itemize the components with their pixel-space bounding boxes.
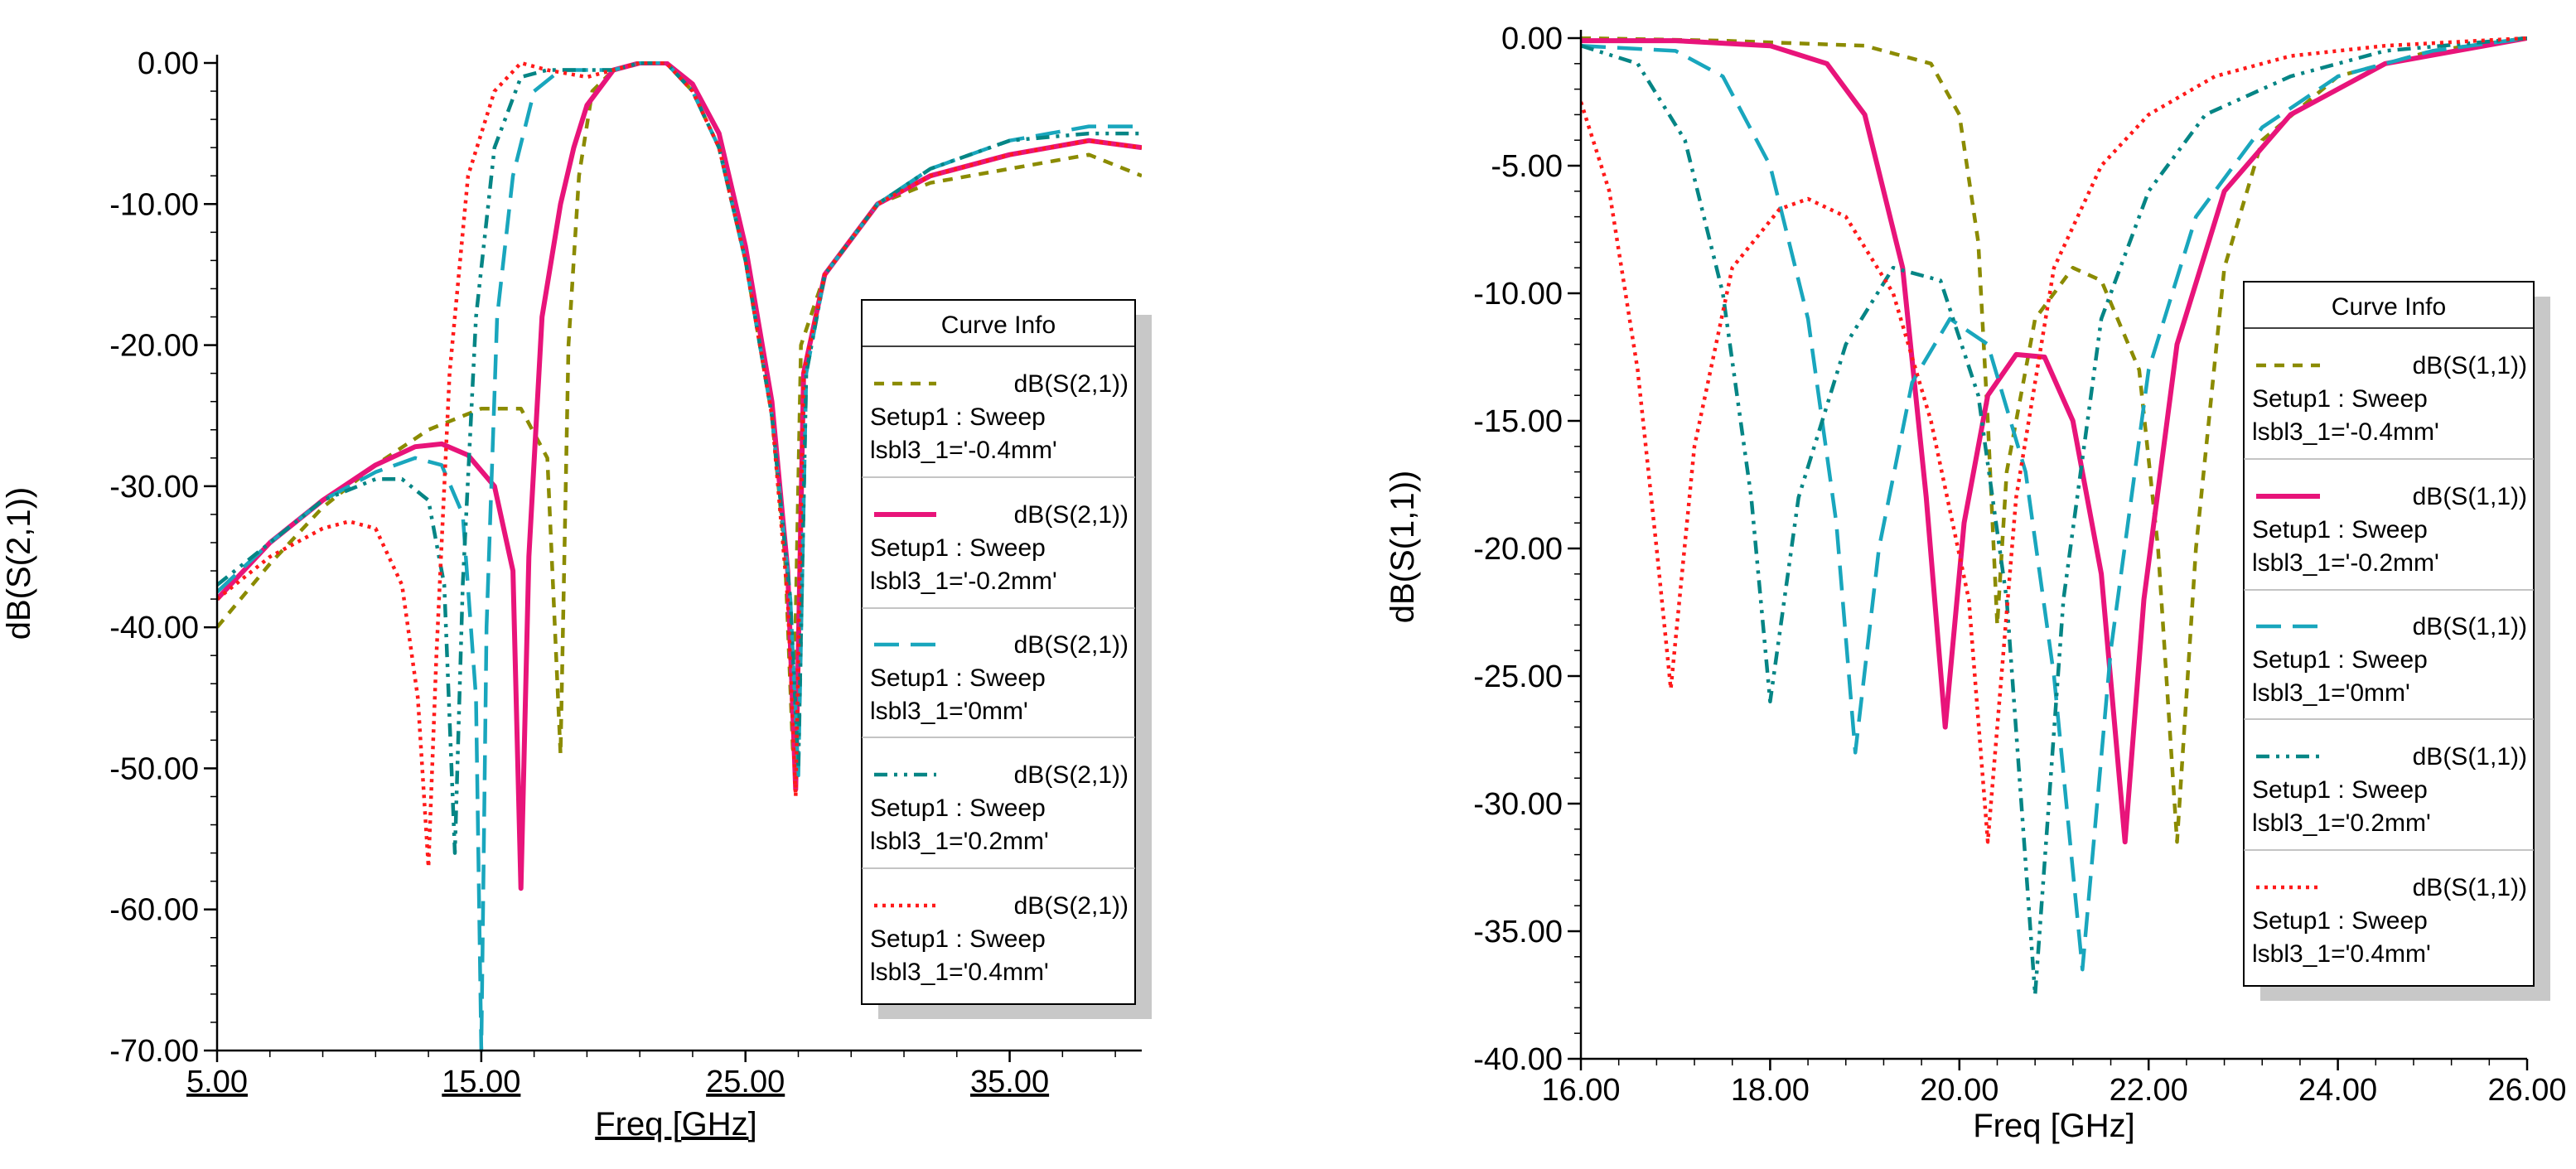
x-tick-label: 35.00 (970, 1065, 1049, 1099)
legend-entry: dB(S(2,1)) Setup1 : Sweep lsbl3_1='-0.4m… (862, 370, 1135, 478)
legend-entry: dB(S(1,1)) Setup1 : Sweep lsbl3_1='0.2mm… (2244, 743, 2534, 851)
legend-setup: Setup1 : Sweep (870, 664, 1046, 692)
x-tick-label: 5.00 (186, 1065, 248, 1099)
legend-setup: Setup1 : Sweep (870, 925, 1046, 953)
x-tick-label: 22.00 (2110, 1073, 2188, 1108)
legend-label: dB(S(2,1)) (1014, 892, 1129, 920)
legend: Curve Info dB(S(2,1)) Setup1 : Sweep lsb… (861, 299, 1152, 1019)
y-tick-label: -5.00 (1491, 149, 1563, 184)
legend-entry: dB(S(1,1)) Setup1 : Sweep lsbl3_1='-0.2m… (2244, 483, 2534, 591)
x-axis-title: Freq [GHz] (595, 1106, 757, 1142)
legend-setup: Setup1 : Sweep (870, 795, 1046, 822)
y-tick-label: -40.00 (109, 611, 199, 645)
series-line (217, 61, 1142, 869)
legend-entry: dB(S(1,1)) Setup1 : Sweep lsbl3_1='-0.4m… (2244, 352, 2534, 460)
legend-setup: Setup1 : Sweep (870, 403, 1046, 431)
y-tick-label: -20.00 (1473, 532, 1563, 567)
legend-entry: dB(S(2,1)) Setup1 : Sweep lsbl3_1='0.2mm… (862, 761, 1135, 869)
legend-label: dB(S(1,1)) (2413, 874, 2527, 901)
legend-param: lsbl3_1='-0.2mm' (870, 568, 1057, 595)
x-tick-label: 26.00 (2487, 1073, 2566, 1108)
legend-param: lsbl3_1='0.4mm' (2252, 940, 2431, 968)
y-tick-label: -70.00 (109, 1034, 199, 1069)
chart-s11: 0.00 -5.00 -10.00 -15.00 -20.00 -25.00 -30.00 -… (1385, 22, 2567, 1144)
legend-label: dB(S(2,1)) (1014, 501, 1129, 529)
legend-setup: Setup1 : Sweep (2252, 776, 2428, 804)
legend-entry: dB(S(2,1)) Setup1 : Sweep lsbl3_1='0.4mm… (870, 892, 1129, 986)
series-line (1581, 36, 2527, 972)
legend-param: lsbl3_1='0.2mm' (2252, 809, 2431, 837)
legend-box (861, 299, 1136, 1005)
series-group (1581, 36, 2527, 998)
series-line (1581, 36, 2527, 844)
plot-area: 0.00 -10.00 -20.00 -30.00 -40.00 -50.00 -60.00… (109, 46, 1142, 1099)
legend-label: dB(S(2,1)) (1014, 370, 1129, 398)
legend-entry: dB(S(2,1)) Setup1 : Sweep lsbl3_1='-0.2m… (862, 501, 1135, 609)
legend-setup: Setup1 : Sweep (870, 534, 1046, 562)
y-tick-label: -30.00 (109, 470, 199, 505)
series-line (217, 61, 1142, 756)
y-tick-label: -60.00 (109, 893, 199, 928)
y-tick-label: -25.00 (1473, 659, 1563, 694)
legend-param: lsbl3_1='-0.4mm' (2252, 418, 2439, 446)
y-tick-label: 0.00 (138, 46, 199, 81)
y-tick-label: -15.00 (1473, 404, 1563, 439)
legend-entry: dB(S(2,1)) Setup1 : Sweep lsbl3_1='0mm' (862, 631, 1135, 738)
legend-label: dB(S(2,1)) (1014, 631, 1129, 659)
series-group (217, 61, 1142, 1052)
legend-title: Curve Info (941, 312, 1056, 339)
x-tick-label: 24.00 (2298, 1073, 2377, 1108)
legend-setup: Setup1 : Sweep (2252, 907, 2428, 935)
legend-param: lsbl3_1='0mm' (2252, 679, 2410, 707)
legend-param: lsbl3_1='0.4mm' (870, 959, 1049, 986)
legend-setup: Setup1 : Sweep (2252, 516, 2428, 543)
y-axis-title: dB(S(2,1)) (1, 487, 37, 640)
x-tick-label: 16.00 (1541, 1073, 1620, 1108)
legend-label: dB(S(1,1)) (2413, 743, 2527, 770)
series-line (1581, 36, 2527, 998)
x-tick-label: 25.00 (706, 1065, 785, 1099)
series-line (1581, 36, 2527, 845)
y-tick-label: -30.00 (1473, 787, 1563, 822)
legend: Curve Info dB(S(1,1)) Setup1 : Sweep lsb… (2243, 281, 2550, 1001)
y-tick-label: -20.00 (109, 329, 199, 364)
legend-param: lsbl3_1='0mm' (870, 698, 1028, 725)
x-tick-label: 15.00 (442, 1065, 520, 1099)
series-line (1581, 36, 2527, 844)
legend-title: Curve Info (2332, 293, 2446, 321)
legend-entry: dB(S(1,1)) Setup1 : Sweep lsbl3_1='0mm' (2244, 613, 2534, 720)
legend-setup: Setup1 : Sweep (2252, 646, 2428, 674)
legend-param: lsbl3_1='0.2mm' (870, 828, 1049, 855)
legend-setup: Setup1 : Sweep (2252, 385, 2428, 413)
y-tick-label: -35.00 (1473, 915, 1563, 949)
legend-entry: dB(S(1,1)) Setup1 : Sweep lsbl3_1='0.4mm… (2252, 874, 2527, 968)
legend-param: lsbl3_1='-0.4mm' (870, 437, 1057, 464)
chart-s21: 0.00 -10.00 -20.00 -30.00 -40.00 -50.00 -60.00… (1, 46, 1152, 1142)
legend-label: dB(S(1,1)) (2413, 483, 2527, 510)
legend-label: dB(S(1,1)) (2413, 352, 2527, 379)
legend-label: dB(S(1,1)) (2413, 613, 2527, 640)
y-tick-label: -50.00 (109, 751, 199, 786)
legend-param: lsbl3_1='-0.2mm' (2252, 549, 2439, 577)
y-tick-label: 0.00 (1501, 22, 1563, 56)
y-axis-title: dB(S(1,1)) (1385, 471, 1421, 624)
y-tick-label: -10.00 (1473, 277, 1563, 312)
x-axis-title: Freq [GHz] (1973, 1108, 2135, 1144)
y-tick-label: -40.00 (1473, 1042, 1563, 1077)
plot-area: 0.00 -5.00 -10.00 -15.00 -20.00 -25.00 -30.00 -… (1473, 22, 2566, 1108)
x-tick-label: 20.00 (1920, 1073, 1998, 1108)
y-tick-label: -10.00 (109, 187, 199, 222)
legend-label: dB(S(2,1)) (1014, 761, 1129, 789)
x-tick-label: 18.00 (1731, 1073, 1810, 1108)
legend-box (2243, 281, 2535, 987)
series-line (217, 61, 1142, 855)
